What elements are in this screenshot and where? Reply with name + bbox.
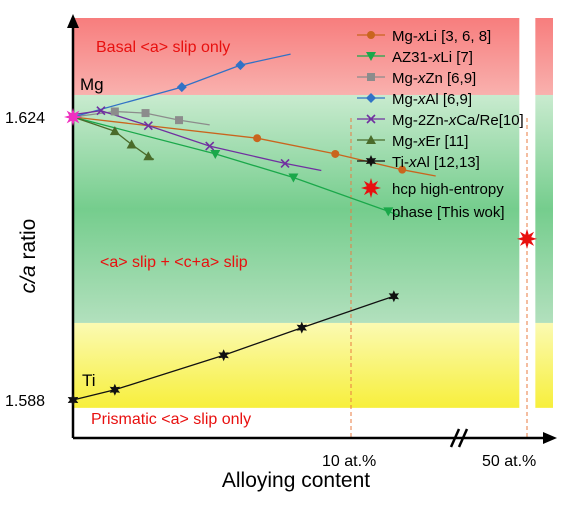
y-tick-label: 1.588 xyxy=(5,393,45,410)
region-prismatic xyxy=(73,322,553,408)
data-point xyxy=(175,116,184,125)
data-point xyxy=(388,290,400,303)
region-basal xyxy=(73,18,553,95)
data-point xyxy=(205,141,215,151)
legend-label: AZ31-xLi [7] xyxy=(392,49,473,66)
legend-label: hcp high-entropy xyxy=(392,181,504,198)
y-axis-label: c/a ratio xyxy=(17,219,40,294)
data-point xyxy=(331,149,340,158)
origin-marker-mg xyxy=(64,108,82,126)
legend-label: Mg-xZn [6,9] xyxy=(392,70,476,87)
region-label-basal: Basal <a> slip only xyxy=(96,39,230,56)
legend: Mg-xLi [3, 6, 8] AZ31-xLi [7] Mg-xZn [6,9]… xyxy=(357,28,524,221)
data-point xyxy=(235,60,246,71)
x-axis-arrow xyxy=(543,432,557,444)
series-line xyxy=(72,53,291,118)
data-point xyxy=(109,383,121,396)
region-label-prismatic: Prismatic <a> slip only xyxy=(91,411,251,428)
legend-label: Mg-xAl [6,9] xyxy=(392,91,472,108)
origin-marker-ti xyxy=(67,394,79,406)
region-label-mixed: <a> slip + <c+a> slip xyxy=(100,254,248,271)
data-point xyxy=(143,121,153,131)
data-point xyxy=(176,82,187,93)
y-tick-label: 1.624 xyxy=(5,110,45,127)
data-point xyxy=(280,158,290,168)
legend-marker xyxy=(366,93,376,103)
data-point xyxy=(141,109,150,118)
legend-label: Ti-xAl [12,13] xyxy=(392,154,480,171)
axis-break-mark xyxy=(449,428,461,448)
data-point xyxy=(109,126,120,136)
data-point xyxy=(218,349,229,362)
x-tick-label: 10 at.% xyxy=(322,453,376,470)
legend-marker xyxy=(366,135,376,144)
legend-label: Mg-2Zn-xCa/Re[10] xyxy=(392,112,524,129)
data-point xyxy=(126,139,137,149)
annotation-mg: Mg xyxy=(80,75,104,94)
legend-marker xyxy=(367,73,375,81)
data-point xyxy=(288,173,299,183)
data-point xyxy=(110,107,119,116)
legend-marker xyxy=(366,114,376,124)
data-point xyxy=(383,207,394,217)
y-axis-arrow xyxy=(67,14,79,28)
data-point xyxy=(143,151,154,161)
data-point xyxy=(517,228,537,249)
legend-marker xyxy=(361,178,381,198)
legend-marker xyxy=(366,52,376,61)
legend-label: Mg-xLi [3, 6, 8] xyxy=(392,28,491,45)
data-point xyxy=(296,321,307,334)
data-point xyxy=(253,134,262,143)
legend-marker xyxy=(365,155,377,167)
legend-label: Mg-xEr [11] xyxy=(392,133,468,150)
data-point xyxy=(398,165,407,174)
series-line xyxy=(72,110,322,172)
legend-label: phase [This wok] xyxy=(392,204,505,221)
data-point xyxy=(210,149,221,159)
annotation-ti: Ti xyxy=(82,371,96,390)
x-tick-label: 50 at.% xyxy=(482,453,536,470)
region-mixed xyxy=(73,94,553,323)
x-axis-label: Alloying content xyxy=(222,469,370,492)
legend-marker xyxy=(367,31,375,39)
axis-break-mark xyxy=(457,428,469,448)
data-point xyxy=(96,106,106,116)
